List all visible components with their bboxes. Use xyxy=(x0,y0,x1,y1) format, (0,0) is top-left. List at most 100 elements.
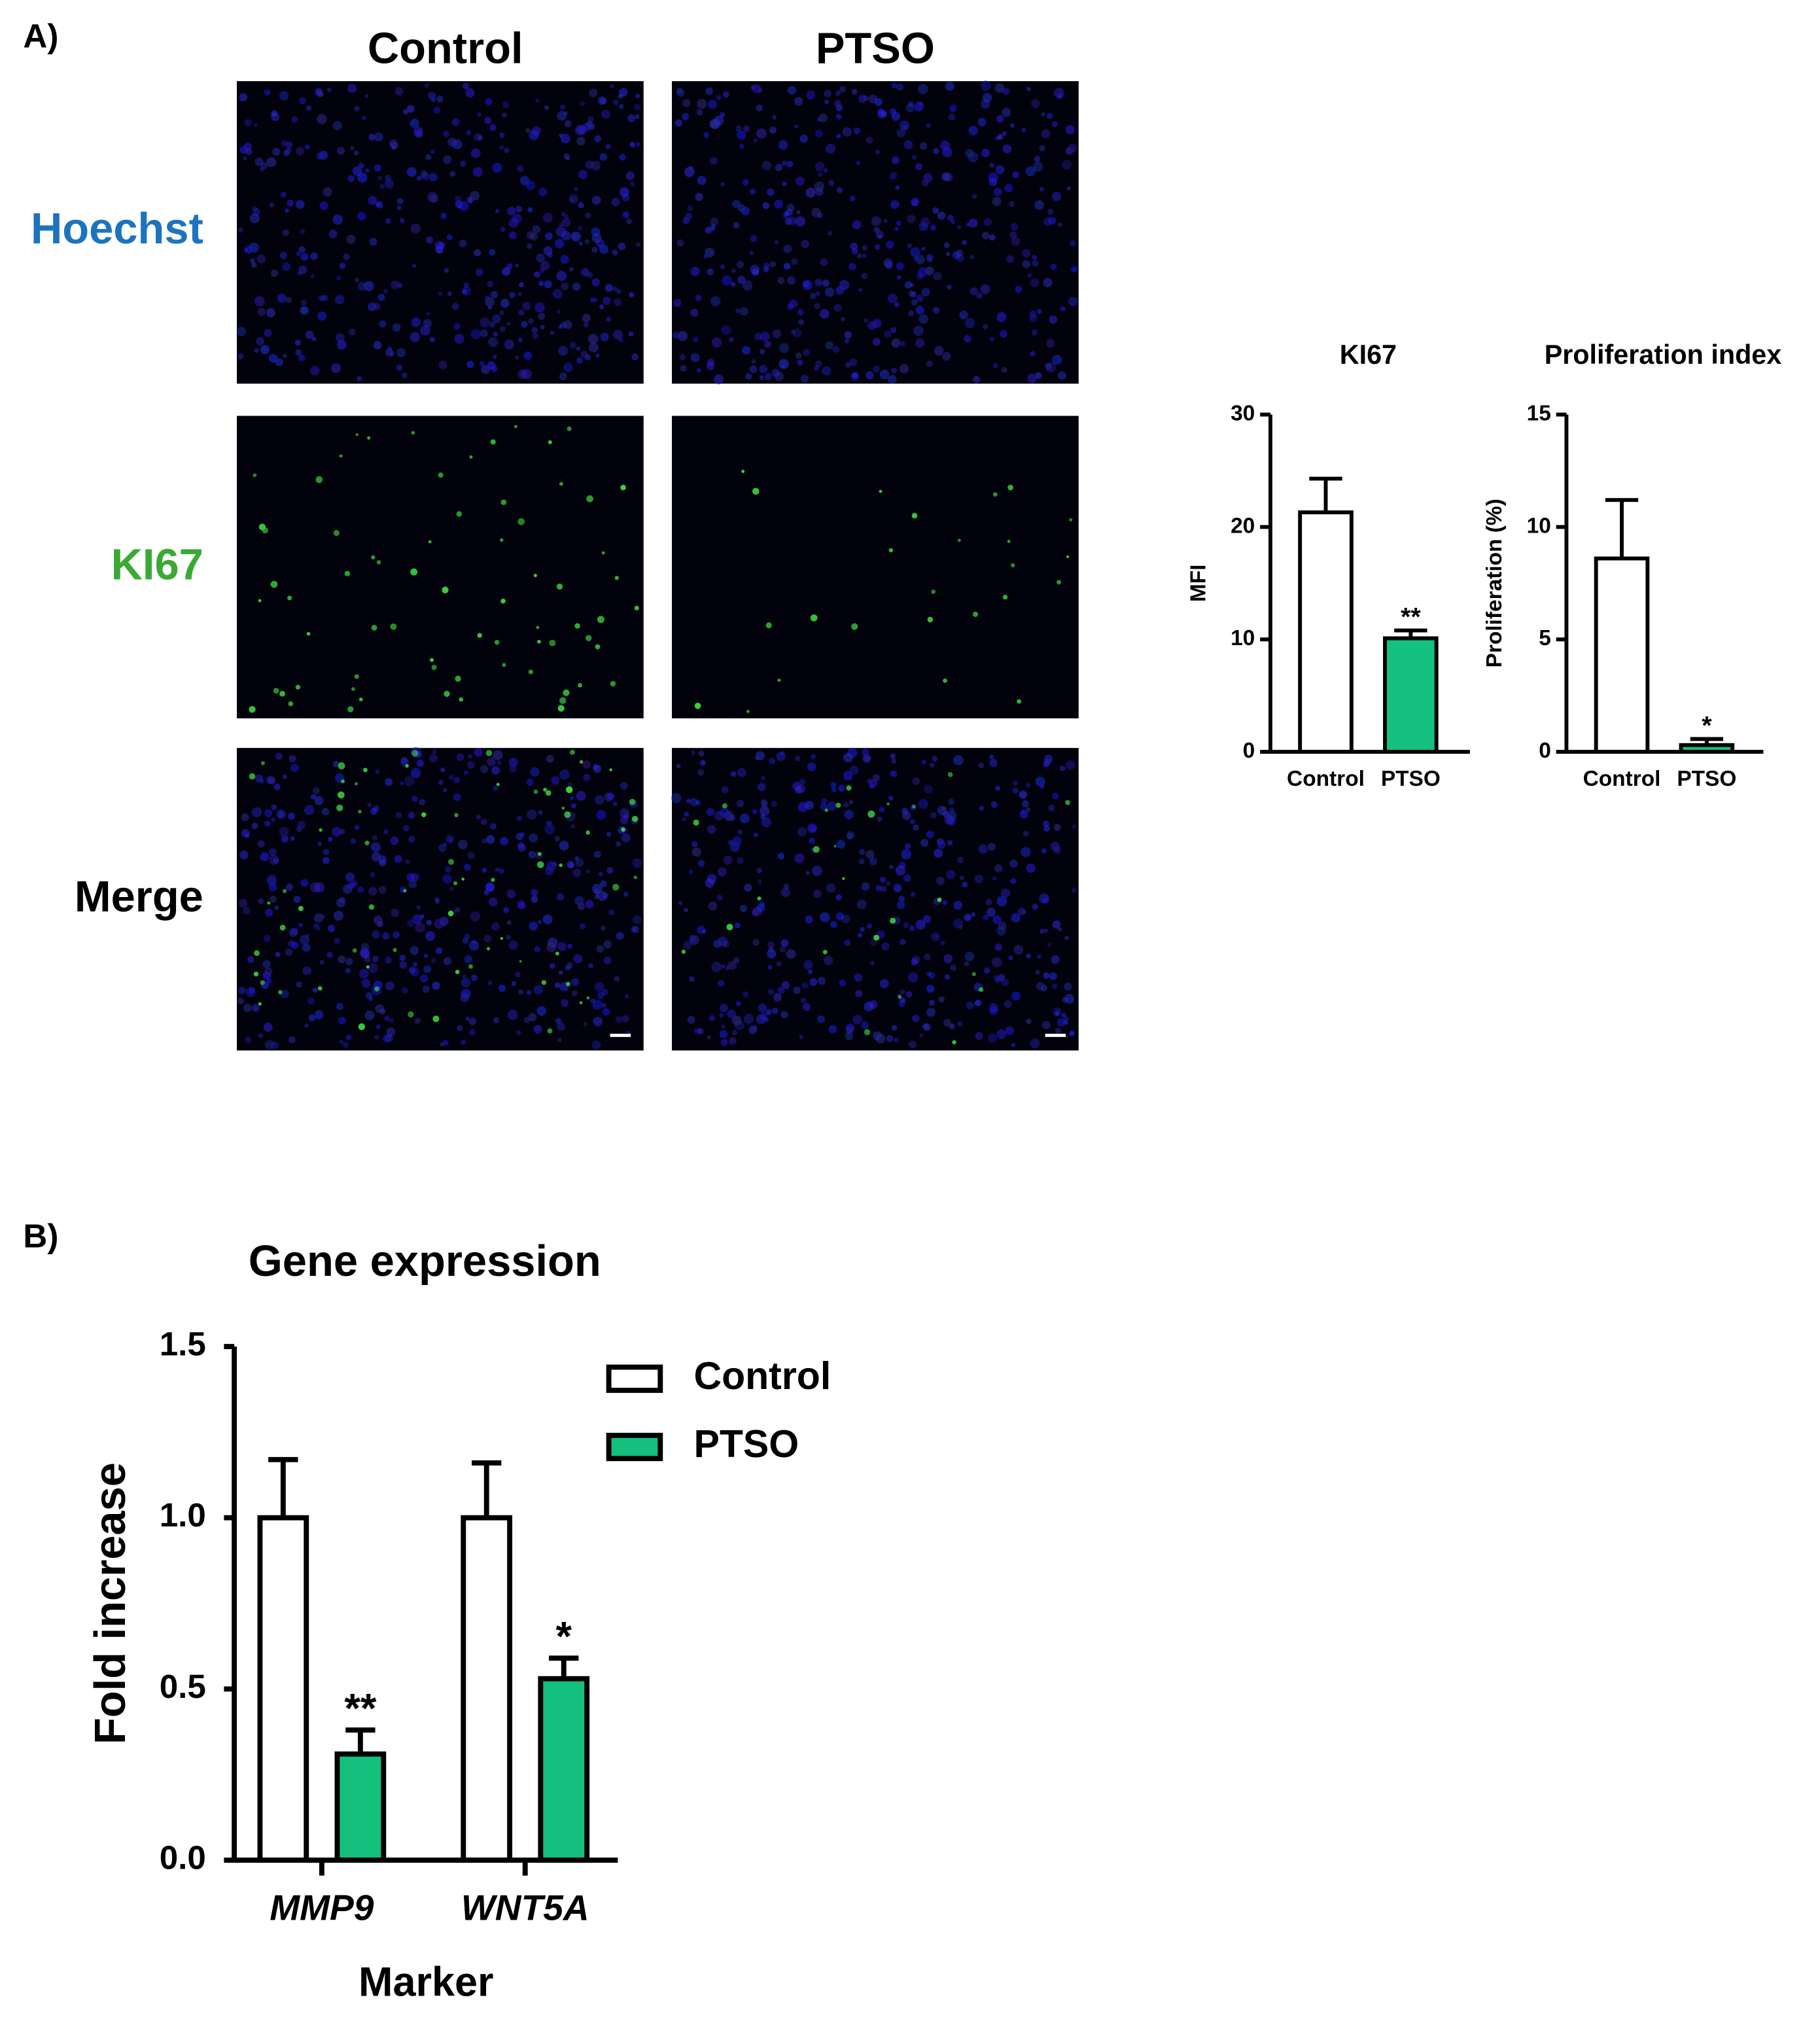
nucleus xyxy=(569,342,577,349)
nucleus xyxy=(1015,285,1023,293)
nucleus xyxy=(687,205,693,211)
nucleus xyxy=(618,94,623,99)
nucleus xyxy=(942,147,953,158)
nucleus xyxy=(519,282,524,288)
ki67-spot xyxy=(477,633,482,638)
nucleus xyxy=(807,823,818,834)
nucleus xyxy=(911,1014,920,1023)
ki67-spot xyxy=(359,697,363,701)
nucleus xyxy=(538,281,544,287)
nucleus xyxy=(440,767,446,773)
nucleus xyxy=(453,323,461,330)
nucleus xyxy=(425,154,432,160)
ki67-spot xyxy=(547,1028,553,1034)
nucleus xyxy=(1058,222,1063,227)
nucleus xyxy=(389,351,394,357)
nucleus xyxy=(567,943,573,949)
nucleus xyxy=(585,900,594,909)
nucleus xyxy=(604,284,614,292)
y-tick-label: 20 xyxy=(1231,514,1255,538)
nucleus xyxy=(408,879,417,889)
ki67-spot xyxy=(559,482,563,486)
nucleus xyxy=(447,291,452,296)
nucleus xyxy=(396,205,402,210)
nucleus xyxy=(357,281,367,291)
nucleus xyxy=(814,278,823,287)
nucleus xyxy=(890,770,898,777)
nucleus xyxy=(965,149,974,158)
nucleus xyxy=(1070,266,1078,273)
ki67-spot xyxy=(631,815,639,822)
nucleus xyxy=(1012,171,1019,179)
nucleus xyxy=(580,101,585,107)
nucleus xyxy=(903,140,913,149)
nucleus xyxy=(926,830,934,839)
nucleus xyxy=(1030,99,1040,109)
ki67-spot xyxy=(500,598,506,604)
nucleus xyxy=(828,180,835,186)
nucleus xyxy=(299,97,306,105)
nucleus xyxy=(378,886,387,894)
nucleus xyxy=(561,999,569,1007)
nucleus xyxy=(1049,315,1057,324)
nucleus xyxy=(461,977,471,988)
nucleus xyxy=(676,764,681,769)
nucleus xyxy=(335,294,345,305)
ki67-spot xyxy=(249,773,256,780)
nucleus xyxy=(1026,953,1031,959)
nucleus xyxy=(687,1015,695,1024)
nucleus xyxy=(487,306,492,310)
nucleus xyxy=(295,349,302,356)
nucleus xyxy=(534,271,540,278)
nucleus xyxy=(942,900,948,906)
nucleus xyxy=(772,114,777,120)
nucleus xyxy=(633,915,642,924)
nucleus xyxy=(347,882,355,890)
nucleus xyxy=(253,122,258,128)
nucleus xyxy=(499,145,504,150)
nucleus xyxy=(506,263,513,270)
nucleus xyxy=(556,309,561,314)
nucleus xyxy=(900,938,906,945)
nucleus xyxy=(860,1021,869,1029)
ki67-spot xyxy=(911,512,918,519)
nucleus xyxy=(528,851,536,858)
nucleus xyxy=(582,122,591,132)
nucleus xyxy=(493,750,503,760)
nucleus xyxy=(771,1008,779,1014)
ki67-spot xyxy=(455,970,460,974)
ki67-spot xyxy=(339,454,343,458)
nucleus xyxy=(1064,994,1075,1004)
y-tick-label: 1.5 xyxy=(160,1326,206,1363)
nucleus xyxy=(295,200,305,209)
nucleus xyxy=(991,957,1002,968)
nucleus xyxy=(368,887,377,896)
nucleus xyxy=(243,142,252,150)
nucleus xyxy=(1070,240,1076,247)
nucleus xyxy=(760,331,770,342)
nucleus xyxy=(995,165,1005,175)
nucleus xyxy=(601,109,610,119)
nucleus xyxy=(430,194,438,203)
ki67-spot xyxy=(536,625,540,629)
nucleus xyxy=(736,800,744,807)
nucleus xyxy=(591,247,598,253)
nucleus xyxy=(695,192,703,202)
nucleus xyxy=(279,251,287,259)
nucleus xyxy=(742,179,749,186)
nucleus xyxy=(1026,1018,1032,1025)
nucleus xyxy=(317,841,322,846)
nucleus xyxy=(327,924,336,932)
nucleus xyxy=(742,280,753,291)
nucleus xyxy=(1022,260,1030,268)
nucleus xyxy=(453,793,461,801)
nucleus xyxy=(767,964,773,970)
nucleus xyxy=(696,109,703,116)
nucleus xyxy=(466,130,472,135)
ki67-spot xyxy=(500,499,507,505)
nucleus xyxy=(814,303,820,309)
nucleus xyxy=(926,971,932,976)
nucleus xyxy=(779,343,790,353)
nucleus xyxy=(626,218,633,224)
y-axis-label: Fold increase xyxy=(86,1462,135,1744)
